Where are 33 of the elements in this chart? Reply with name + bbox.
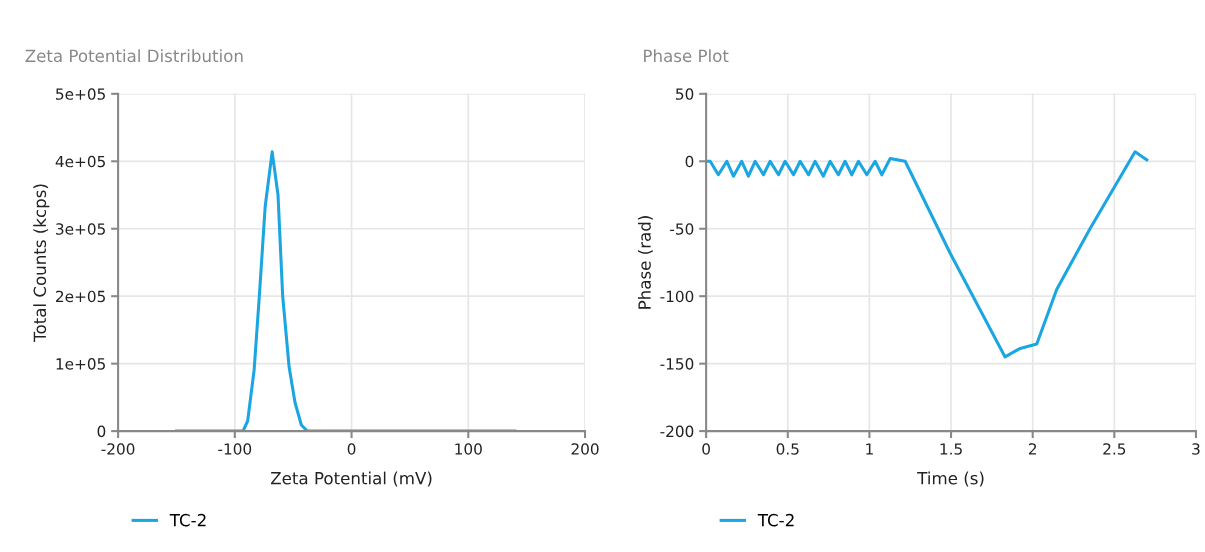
x-tick-label: 0 bbox=[702, 443, 710, 455]
x-tick-label: 1.5 bbox=[940, 443, 962, 455]
x-tick-label: -100 bbox=[218, 443, 252, 455]
y-axis-title: Phase (rad) bbox=[637, 216, 653, 309]
legend-label: TC-2 bbox=[757, 513, 794, 527]
legend-label: TC-2 bbox=[169, 513, 206, 527]
chart-title: Zeta Potential Distribution bbox=[25, 49, 243, 63]
y-tick-label: -200 bbox=[660, 425, 694, 438]
y-tick-label: -150 bbox=[660, 358, 694, 370]
y-tick-label: 0 bbox=[685, 155, 694, 168]
x-tick-label: 200 bbox=[571, 443, 599, 455]
y-tick-label: 4e+05 bbox=[55, 155, 105, 168]
y-tick-label: 5e+05 bbox=[56, 88, 105, 100]
x-tick-label: 2 bbox=[1028, 443, 1037, 455]
y-tick-label: -50 bbox=[670, 223, 694, 235]
y-tick-label: 50 bbox=[676, 88, 694, 100]
x-axis-title: Zeta Potential (mV) bbox=[270, 471, 432, 487]
x-tick-label: -200 bbox=[101, 443, 135, 455]
y-tick-label: 3e+05 bbox=[56, 223, 105, 235]
chart-title: Phase Plot bbox=[644, 49, 729, 63]
x-tick-label: 0.5 bbox=[776, 443, 799, 455]
x-tick-label: 0 bbox=[347, 443, 356, 455]
line-series bbox=[706, 150, 1149, 359]
x-tick-label: 1 bbox=[866, 443, 873, 455]
x-tick-label: 100 bbox=[455, 443, 482, 455]
y-axis-title: Total Counts (kcps) bbox=[33, 184, 50, 342]
y-tick-label: 2e+05 bbox=[56, 290, 105, 303]
x-axis-title: Time (s) bbox=[917, 471, 984, 487]
x-tick-label: 3 bbox=[1192, 443, 1200, 455]
x-tick-label: 2.5 bbox=[1103, 443, 1126, 455]
y-tick-label: 0 bbox=[97, 425, 106, 438]
y-tick-label: -100 bbox=[660, 290, 694, 303]
y-tick-label: 1e+05 bbox=[56, 358, 105, 370]
